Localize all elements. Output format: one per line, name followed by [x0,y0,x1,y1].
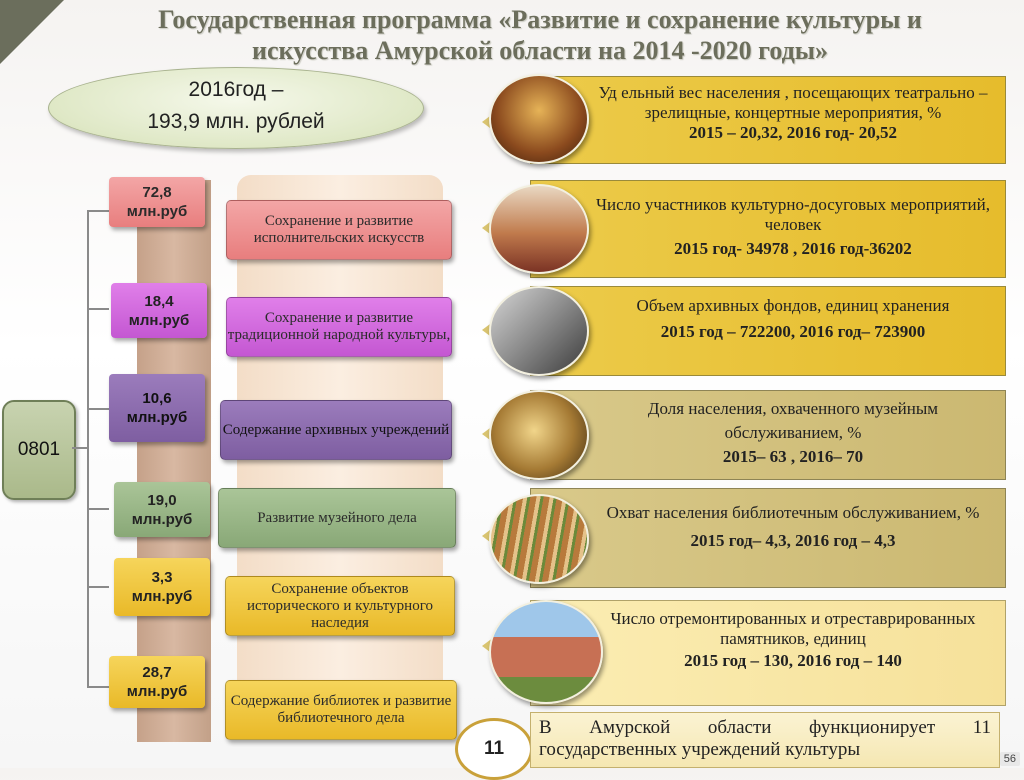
monument-photo-icon [489,600,603,704]
museum-photo-icon [489,390,589,480]
institutions-note: В Амурской области функционирует 11 госу… [530,712,1000,768]
institutions-count: 11 [455,718,533,780]
library-photo-icon [489,494,589,584]
indicator-years: 2015– 63 , 2016– 70 [722,447,864,466]
amount-box: 3,3 млн.руб [114,558,210,616]
program-box: Содержание библиотек и развитие библиоте… [225,680,457,740]
bracket-connector [87,586,109,588]
indicator-text: Объем архивных фондов, единиц хранения [636,296,950,315]
indicator-years: 2015 год – 722200, 2016 год– 723900 [660,322,926,341]
indicator-box: Число участников культурно-досуговых мер… [530,180,1006,278]
theatre-photo-icon [489,74,589,164]
corner-decoration [0,0,64,64]
amount-box: 18,4 млн.руб [111,283,207,338]
indicator-box: Доля населения, охваченного музейным обс… [530,390,1006,480]
slide-number: 56 [999,752,1020,766]
bracket-connector [87,308,109,310]
indicator-text: Число участников культурно-досуговых мер… [595,195,991,234]
amount-box: 10,6 млн.руб [109,374,205,442]
indicator-years: 2015 год – 130, 2016 год – 140 [684,651,902,670]
program-box: Сохранение и развитие исполнительских ис… [226,200,452,260]
budget-amount: 193,9 млн. рублей [147,110,325,133]
indicator-text: Доля населения, охваченного музейным обс… [647,399,939,442]
amounts-pillar [137,180,211,742]
budget-year: 2016год – [188,78,284,101]
indicator-years: 2015 год- 34978 , 2016 год-36202 [674,239,912,258]
bracket-connector [72,447,88,449]
bracket-connector [87,508,109,510]
budget-code-box: 0801 [2,400,76,500]
bracket-connector [87,686,109,688]
indicator-text: Охват населения библиотечным обслуживани… [606,503,980,522]
program-box: Сохранение и развитие традиционной народ… [226,297,452,357]
budget-oval: 2016год – 193,9 млн. рублей [48,67,424,149]
program-box: Развитие музейного дела [218,488,456,548]
amount-box: 19,0 млн.руб [114,482,210,537]
bracket-line [87,210,89,688]
indicator-box: Число отремонтированных и отреставрирова… [530,600,1006,706]
indicator-text: Уд ельный вес населения , посещающих теа… [598,83,988,122]
bracket-connector [87,210,109,212]
program-box: Содержание архивных учреждений [220,400,452,460]
indicator-years: 2015 – 20,32, 2016 год- 20,52 [688,123,898,142]
program-box: Сохранение объектов исторического и куль… [225,576,455,636]
indicator-box: Объем архивных фондов, единиц хранения 20… [530,286,1006,376]
amount-box: 28,7 млн.руб [109,656,205,708]
title-line-2: искусства Амурской области на 2014 -2020… [251,36,829,65]
page-title: Государственная программа «Развитие и со… [70,4,1010,66]
title-line-1: Государственная программа «Развитие и со… [158,5,922,34]
bracket-connector [87,408,109,410]
indicator-years: 2015 год– 4,3, 2016 год – 4,3 [690,531,896,550]
folk-ensemble-photo-icon [489,184,589,274]
indicator-text: Число отремонтированных и отреставрирова… [610,609,976,648]
archive-photo-icon [489,286,589,376]
amount-box: 72,8 млн.руб [109,177,205,227]
indicator-box: Уд ельный вес населения , посещающих теа… [530,76,1006,164]
indicator-box: Охват населения библиотечным обслуживани… [530,488,1006,588]
